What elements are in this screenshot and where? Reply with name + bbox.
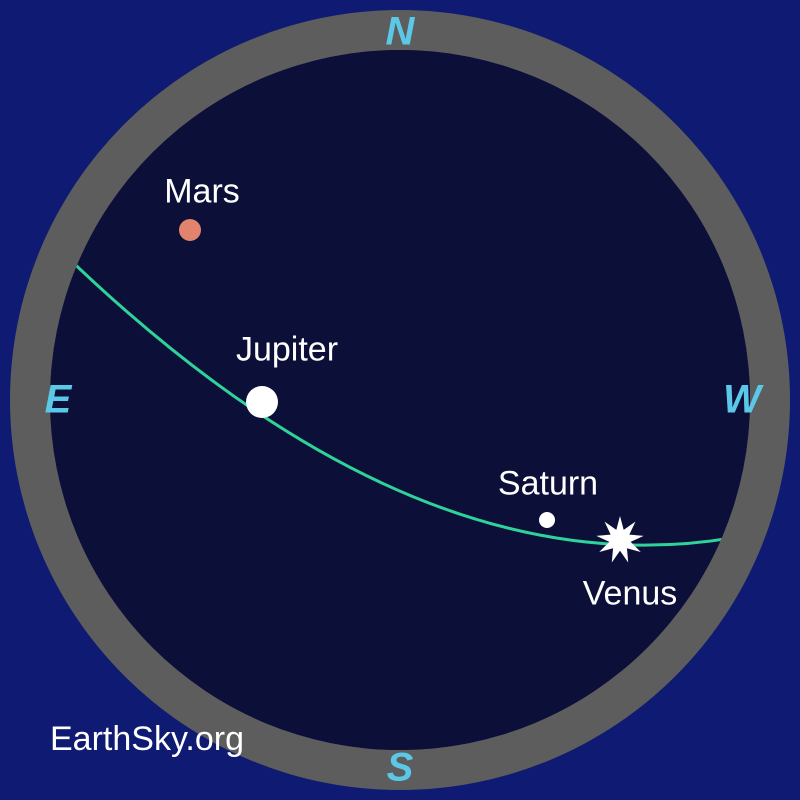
planet-label-venus: Venus xyxy=(583,575,678,614)
planet-label-mars: Mars xyxy=(164,173,240,212)
planet-saturn xyxy=(539,512,555,528)
planet-jupiter xyxy=(246,386,278,418)
cardinal-s: S xyxy=(387,746,414,791)
cardinal-e: E xyxy=(45,378,72,423)
planet-label-jupiter: Jupiter xyxy=(236,331,338,370)
sky-chart: N S E W Mars Jupiter Saturn Venus EarthSky.org xyxy=(0,0,800,800)
sky-svg xyxy=(0,0,800,800)
planet-label-saturn: Saturn xyxy=(498,465,598,504)
credit-text: EarthSky.org xyxy=(50,720,244,759)
cardinal-w: W xyxy=(723,378,761,423)
planet-mars xyxy=(179,219,201,241)
sky-disc xyxy=(50,50,750,750)
cardinal-n: N xyxy=(386,10,415,55)
